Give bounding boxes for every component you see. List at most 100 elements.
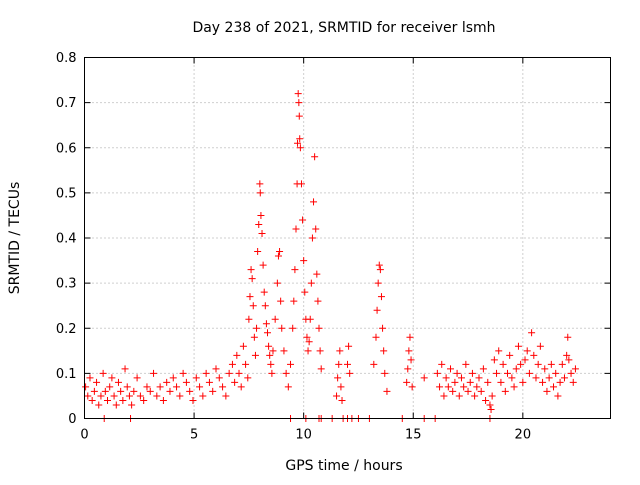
data-point xyxy=(276,248,284,256)
data-point xyxy=(108,374,116,382)
data-point xyxy=(345,342,353,350)
data-point xyxy=(383,387,391,395)
data-point xyxy=(471,392,479,400)
data-point xyxy=(514,342,522,350)
data-point xyxy=(253,324,261,332)
data-point xyxy=(508,374,516,382)
data-point xyxy=(556,378,564,386)
data-point xyxy=(265,342,273,350)
x-axis-title: GPS time / hours xyxy=(285,458,402,474)
data-point xyxy=(258,229,266,237)
data-point xyxy=(521,356,529,364)
data-point xyxy=(308,234,316,242)
data-point xyxy=(274,252,282,260)
data-point xyxy=(260,288,268,296)
data-point xyxy=(280,347,288,355)
data-point xyxy=(306,315,314,323)
data-point xyxy=(267,360,275,368)
data-point xyxy=(486,401,494,409)
data-point xyxy=(255,220,263,228)
data-point xyxy=(453,369,461,377)
data-point xyxy=(381,369,389,377)
data-point xyxy=(374,279,382,287)
data-point xyxy=(310,198,318,206)
data-point xyxy=(315,324,323,332)
data-point xyxy=(146,387,154,395)
data-point xyxy=(436,383,444,391)
data-point xyxy=(251,351,259,359)
data-point xyxy=(250,333,258,341)
data-point xyxy=(112,401,120,409)
data-point xyxy=(254,248,262,256)
y-tick-label: 0.6 xyxy=(56,141,77,156)
data-point xyxy=(479,365,487,373)
x-tick-label: 10 xyxy=(295,428,312,443)
data-point xyxy=(433,369,441,377)
data-point xyxy=(259,261,267,269)
data-point xyxy=(440,392,448,400)
data-point xyxy=(346,369,354,377)
data-point xyxy=(455,392,463,400)
data-point xyxy=(256,180,264,188)
data-point xyxy=(284,383,292,391)
data-point xyxy=(106,383,114,391)
data-point xyxy=(133,374,141,382)
data-point xyxy=(312,225,320,233)
data-point xyxy=(438,360,446,368)
data-point xyxy=(186,387,194,395)
data-point xyxy=(338,396,346,404)
data-point xyxy=(289,324,297,332)
data-point xyxy=(313,270,321,278)
data-point xyxy=(300,257,308,265)
data-point xyxy=(86,374,94,382)
data-point xyxy=(334,374,342,382)
data-point xyxy=(228,360,236,368)
data-point xyxy=(256,189,264,197)
data-points xyxy=(82,90,579,422)
data-point xyxy=(303,333,311,341)
data-point xyxy=(136,392,144,400)
data-point xyxy=(336,347,344,355)
data-point xyxy=(503,369,511,377)
y-tick-label: 0.7 xyxy=(56,96,77,111)
data-point xyxy=(512,365,520,373)
data-point xyxy=(468,369,476,377)
data-point xyxy=(90,387,98,395)
data-point xyxy=(143,383,151,391)
x-tick-label: 20 xyxy=(515,428,532,443)
data-point xyxy=(558,360,566,368)
data-point xyxy=(304,347,312,355)
data-point xyxy=(292,225,300,233)
chart-title: Day 238 of 2021, SRMTID for receiver lsm… xyxy=(192,20,495,36)
data-point xyxy=(282,369,290,377)
data-point xyxy=(296,135,304,143)
data-point xyxy=(372,333,380,341)
data-point xyxy=(316,347,324,355)
data-point xyxy=(150,369,158,377)
data-point xyxy=(295,99,303,107)
data-point xyxy=(406,333,414,341)
data-point xyxy=(477,387,485,395)
data-point xyxy=(97,392,105,400)
data-point xyxy=(565,356,573,364)
data-point xyxy=(543,387,551,395)
data-point xyxy=(114,378,122,386)
data-point xyxy=(484,378,492,386)
data-point xyxy=(101,387,109,395)
data-point xyxy=(244,374,252,382)
data-point xyxy=(166,387,174,395)
data-point xyxy=(88,396,96,404)
data-point xyxy=(510,383,518,391)
y-tick-label: 0.4 xyxy=(56,232,77,247)
data-point xyxy=(301,288,309,296)
data-point xyxy=(560,374,568,382)
data-point xyxy=(541,365,549,373)
data-point xyxy=(82,383,90,391)
data-point xyxy=(93,378,101,386)
data-point xyxy=(222,392,230,400)
data-point xyxy=(532,374,540,382)
data-point xyxy=(552,369,560,377)
axis-ticks: 0 0.1 0.2 0.3 0.4 0.5 0.6 0.7 0.8 0 5 10 15 20 xyxy=(56,51,611,443)
data-point xyxy=(517,360,525,368)
data-point xyxy=(212,365,220,373)
